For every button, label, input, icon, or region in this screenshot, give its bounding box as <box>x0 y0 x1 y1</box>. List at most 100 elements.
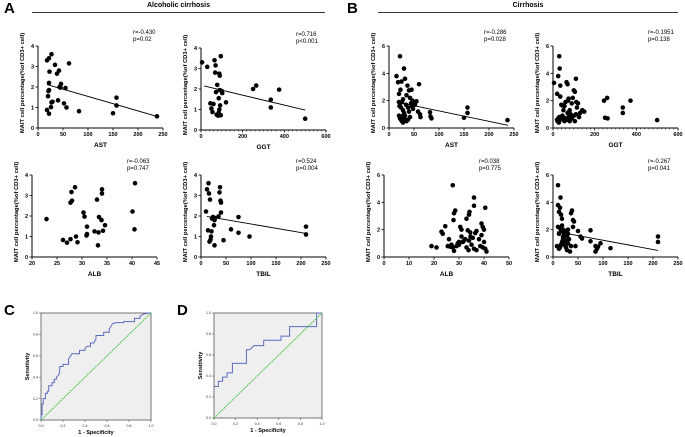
x-tick-label: 200 <box>484 132 493 138</box>
data-point <box>132 227 137 232</box>
data-point <box>405 117 411 123</box>
x-tick-label: 40 <box>481 261 487 267</box>
data-point <box>471 203 477 209</box>
data-point <box>221 237 226 243</box>
data-point <box>102 222 108 228</box>
data-point <box>206 180 211 186</box>
data-point <box>75 239 80 245</box>
data-point <box>210 109 215 115</box>
data-point <box>484 249 489 254</box>
data-point <box>212 70 218 75</box>
data-point <box>476 236 482 242</box>
y-tick-label: 1.0 <box>206 311 211 315</box>
data-point <box>459 227 464 232</box>
data-point <box>394 73 399 79</box>
data-point <box>427 109 433 115</box>
x-tick-label: 0.8 <box>298 422 303 426</box>
data-point <box>154 114 160 119</box>
p-value: p=0.02 <box>133 37 152 43</box>
data-point <box>84 231 90 237</box>
regression-line <box>206 215 307 234</box>
x-axis-label: ALB <box>88 271 102 278</box>
data-point <box>416 81 422 87</box>
data-point <box>46 88 51 94</box>
data-point <box>72 185 78 190</box>
data-point <box>302 116 308 122</box>
y-tick-label: 4 <box>194 46 198 52</box>
x-tick-label: 30 <box>456 261 462 267</box>
y-tick-label: 0 <box>194 255 197 261</box>
data-point <box>440 231 446 237</box>
data-point <box>396 91 402 97</box>
data-point <box>402 76 408 82</box>
data-point <box>620 105 626 110</box>
data-point <box>572 89 578 95</box>
data-point <box>579 236 585 241</box>
data-point <box>130 209 135 214</box>
data-point <box>69 198 75 203</box>
data-point <box>48 104 54 110</box>
data-point <box>81 210 86 215</box>
y-tick-label: 0.6 <box>206 353 211 357</box>
data-point <box>114 103 119 108</box>
correlation-r: r=-0.430 <box>133 30 156 36</box>
x-tick-label: 0 <box>551 132 554 138</box>
data-point <box>208 234 214 239</box>
p-value: p=0.028 <box>484 37 507 43</box>
x-axis-label: AST <box>94 142 107 149</box>
data-point <box>228 227 234 232</box>
y-axis-label: MAIT cell percentage(%of CD3+ cell) <box>20 33 26 133</box>
data-point <box>566 96 571 101</box>
data-point <box>69 189 74 195</box>
data-point <box>276 87 282 92</box>
data-point <box>68 236 73 242</box>
y-tick-label: 0.6 <box>33 354 38 358</box>
y-tick-label: 1 <box>25 235 28 241</box>
x-tick-label: 20 <box>29 261 35 267</box>
data-point <box>595 244 601 250</box>
data-point <box>434 245 439 250</box>
data-point <box>569 101 575 106</box>
y-tick-label: 0 <box>546 126 549 132</box>
x-tick-label: 0 <box>382 261 385 267</box>
data-point <box>52 62 58 68</box>
panel-a-rule <box>32 12 325 13</box>
panel-letter-b: B <box>347 0 358 17</box>
y-tick-label: 0.2 <box>206 395 211 399</box>
data-point <box>558 195 563 200</box>
x-tick-label: 40 <box>129 261 135 267</box>
data-point <box>76 108 82 114</box>
x-tick-label: 45 <box>154 261 160 267</box>
y-tick-label: 2 <box>194 87 197 93</box>
x-axis-label: GGT <box>256 144 270 151</box>
data-point <box>49 51 54 57</box>
data-point <box>247 234 252 239</box>
data-point <box>99 187 105 192</box>
data-point <box>132 180 138 186</box>
y-tick-label: 2 <box>194 214 197 220</box>
data-point <box>465 110 470 116</box>
y-tick-label: 0.4 <box>206 374 211 378</box>
p-value: p=0.004 <box>296 166 319 172</box>
x-tick-label: 150 <box>271 261 280 267</box>
data-point <box>409 87 414 93</box>
x-tick-label: 400 <box>280 134 289 140</box>
x-tick-label: 250 <box>321 261 330 267</box>
data-point <box>204 64 210 70</box>
data-point <box>96 214 102 220</box>
y-tick-label: 0 <box>382 126 385 132</box>
x-tick-label: 30 <box>79 261 85 267</box>
roc-curve <box>40 312 151 420</box>
y-axis-label: MAIT cell percentage(%of CD3+ cell) <box>183 162 189 262</box>
data-point <box>450 182 456 188</box>
data-point <box>213 63 218 68</box>
data-point <box>559 216 565 222</box>
y-tick-label: 2 <box>25 214 28 220</box>
data-point <box>46 111 52 116</box>
data-point <box>401 66 407 71</box>
x-tick-label: 200 <box>133 132 142 138</box>
data-point <box>471 195 477 200</box>
y-tick-label: 0.8 <box>33 333 38 337</box>
